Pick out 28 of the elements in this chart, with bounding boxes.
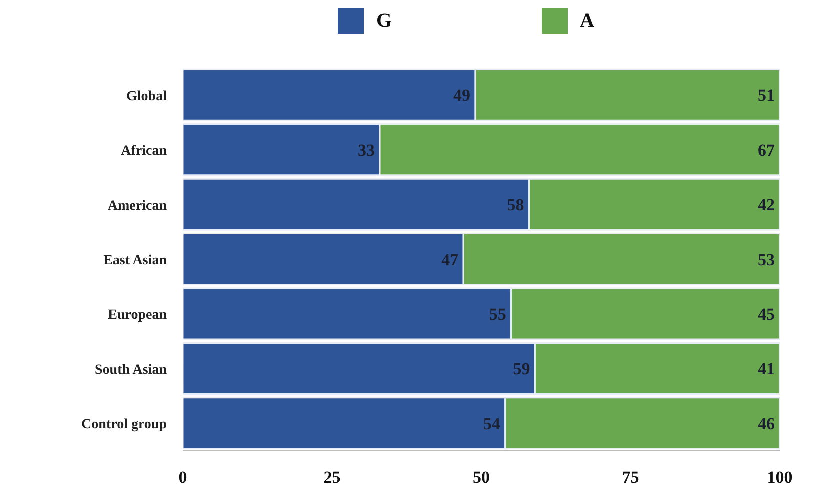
data-label: 41 [758,360,775,379]
data-label: 58 [507,196,524,215]
y-tick-label: European [108,308,168,324]
data-label: 59 [513,360,530,379]
y-tick-label: American [108,198,168,214]
data-label: 53 [758,250,775,270]
data-label: 67 [758,140,776,160]
x-tick-label: 0 [178,468,188,488]
y-tick-label: South Asian [95,362,168,378]
data-label: 33 [358,140,376,160]
legend-label: A [580,10,594,32]
data-label: 51 [758,86,775,106]
y-tick-label: African [121,144,168,160]
y-tick-label: Global [126,89,168,104]
y-tick-label: East Asian [104,253,168,268]
data-label: 45 [758,305,775,324]
data-label: 47 [442,250,460,270]
y-tick-label: Control group [82,418,168,433]
data-label: 46 [758,414,775,434]
x-tick-label: 50 [473,468,490,488]
data-label: 49 [454,86,471,106]
x-tick-label: 25 [324,468,341,488]
data-label: 42 [758,196,775,215]
data-label: 54 [483,414,501,434]
x-tick-label: 100 [767,468,793,488]
x-tick-label: 75 [622,468,640,488]
series-label: G [376,10,392,32]
data-label: 55 [489,305,506,324]
